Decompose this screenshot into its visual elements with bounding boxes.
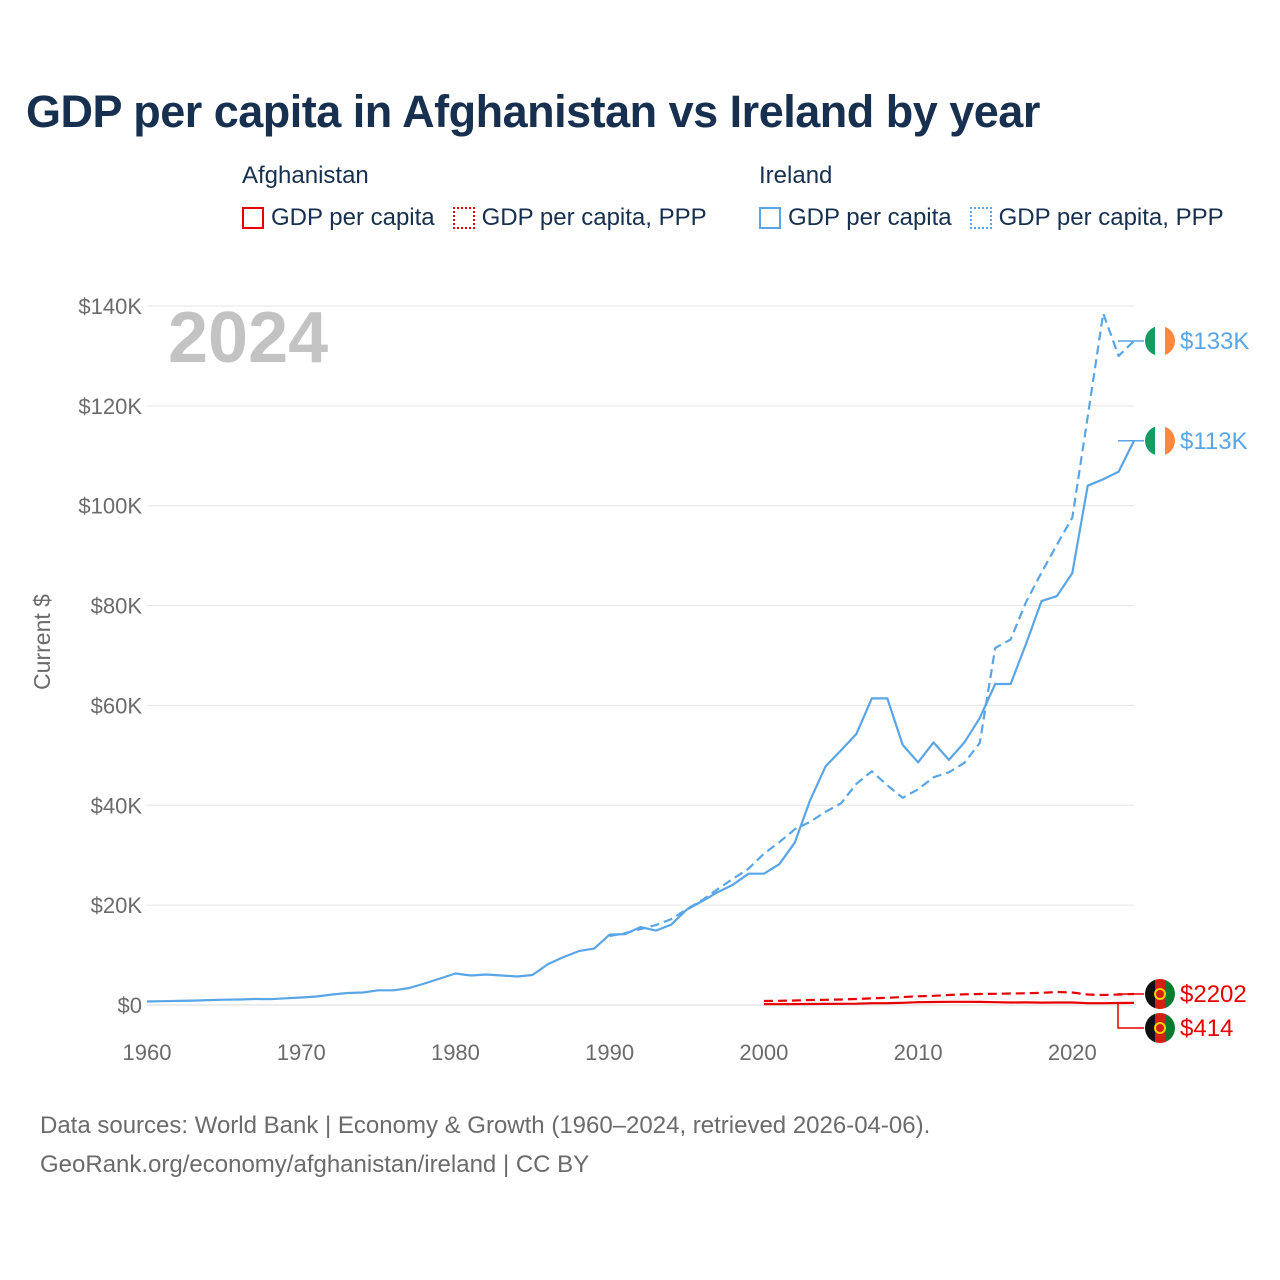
legend-swatch-solid (759, 207, 781, 229)
end-marker: $2202 (1118, 979, 1247, 1010)
x-tick-label: 2000 (739, 1040, 788, 1065)
end-connector (1117, 1002, 1144, 1029)
x-tick-label: 1960 (123, 1040, 172, 1065)
legend-item-ireland-gdp-ppp[interactable]: GDP per capita, PPP (969, 204, 1224, 232)
y-tick-label: $80K (91, 594, 143, 619)
legend-swatch-solid (242, 207, 264, 229)
x-tick-label: 1970 (277, 1040, 326, 1065)
x-tick-label: 2010 (894, 1040, 943, 1065)
series-line (763, 1000, 1135, 1006)
series-line (609, 312, 1135, 938)
legend-item-label: GDP per capita, PPP (998, 204, 1224, 231)
year-watermark: 2024 (168, 298, 328, 378)
legend-group-title: Afghanistan (242, 162, 369, 189)
end-value-label: $2202 (1180, 981, 1247, 1008)
x-tick-label: 1980 (431, 1040, 480, 1065)
footer-source: Data sources: World Bank | Economy & Gro… (40, 1112, 931, 1139)
afghanistan-flag-icon (1145, 979, 1175, 1010)
legend-item-ireland-gdp[interactable]: GDP per capita (759, 204, 952, 232)
y-tick-label: $120K (78, 394, 142, 419)
afghanistan-flag-icon (1145, 1013, 1175, 1044)
end-value-label: $414 (1180, 1015, 1233, 1042)
end-value-label: $133K (1180, 328, 1249, 355)
y-tick-label: $60K (91, 693, 143, 718)
gridlines (147, 305, 1134, 1006)
legend-item-label: GDP per capita (271, 204, 435, 231)
y-axis-title: Current $ (29, 594, 55, 690)
y-tick-label: $100K (78, 494, 142, 519)
legend-group-afghanistan: Afghanistan GDP per capita GDP per capit… (242, 162, 707, 232)
end-marker: $113K (1118, 425, 1248, 456)
end-marker: $133K (1118, 325, 1249, 356)
y-tick-label: $140K (78, 294, 142, 319)
ireland-flag-icon (1145, 425, 1175, 456)
x-tick-label: 1990 (585, 1040, 634, 1065)
legend-item-label: GDP per capita, PPP (481, 204, 707, 231)
y-tick-label: $20K (91, 893, 143, 918)
legend-item-afghanistan-gdp-ppp[interactable]: GDP per capita, PPP (452, 204, 707, 232)
legend-swatch-dotted (452, 207, 475, 229)
end-marker: $414 (1117, 1002, 1233, 1044)
y-axis-ticks: $0 $20K $40K $60K $80K $100K $120K $140K (78, 294, 142, 1018)
series-layer (146, 312, 1135, 1006)
series-line (146, 440, 1135, 1003)
legend-swatch-dotted (969, 207, 992, 229)
x-axis-ticks: 1960 1970 1980 1990 2000 2010 2020 (123, 1040, 1097, 1065)
x-tick-label: 2020 (1048, 1040, 1097, 1065)
end-labels: $133K $113K $2202 $414 (1117, 325, 1249, 1044)
ireland-flag-icon (1145, 325, 1175, 356)
legend-group-ireland: Ireland GDP per capita GDP per capita, P… (759, 162, 1224, 232)
y-tick-label: $40K (91, 793, 143, 818)
legend-group-title: Ireland (759, 162, 833, 189)
series-line (763, 990, 1135, 1003)
legend-item-afghanistan-gdp[interactable]: GDP per capita (242, 204, 435, 232)
chart-title: GDP per capita in Afghanistan vs Ireland… (26, 86, 1040, 137)
y-tick-label: $0 (118, 993, 142, 1018)
end-value-label: $113K (1180, 428, 1248, 455)
legend-item-label: GDP per capita (788, 204, 952, 231)
footer: Data sources: World Bank | Economy & Gro… (40, 1106, 930, 1184)
footer-attribution[interactable]: GeoRank.org/economy/afghanistan/ireland … (40, 1151, 590, 1178)
